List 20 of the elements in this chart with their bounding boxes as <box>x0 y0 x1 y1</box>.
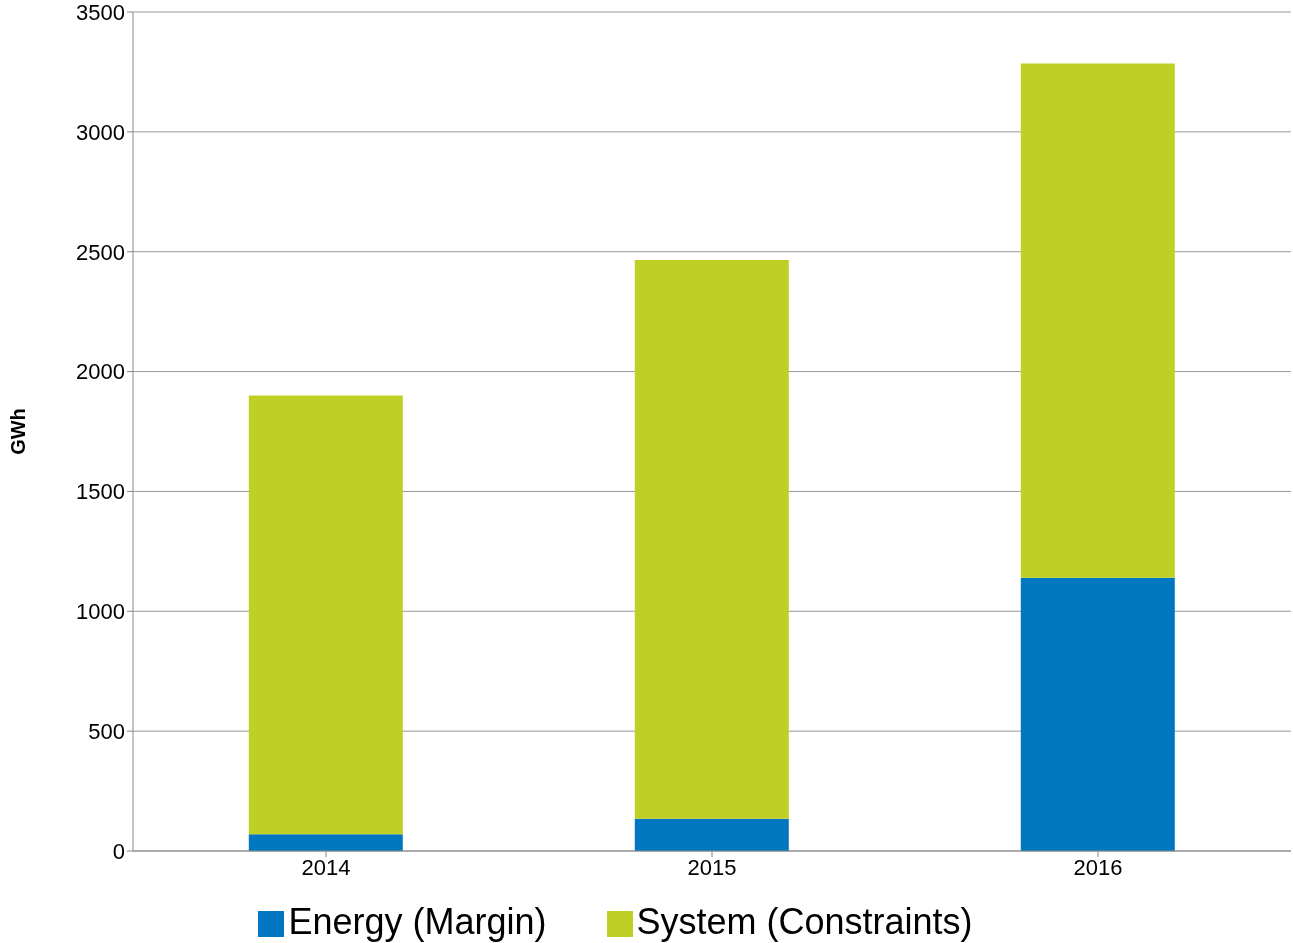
bar <box>248 395 403 835</box>
x-tick-label: 2016 <box>1073 854 1123 880</box>
x-tick-label: 2015 <box>687 854 737 880</box>
bar <box>634 818 789 851</box>
y-tick-label: 2000 <box>76 359 125 385</box>
bar <box>248 834 403 851</box>
bar <box>634 260 789 819</box>
x-tick-label: 2014 <box>301 854 351 880</box>
y-tick-label: 3000 <box>76 119 125 145</box>
y-tick-label: 500 <box>88 718 125 744</box>
y-tick-label: 1500 <box>76 479 125 505</box>
bar <box>1020 63 1175 578</box>
y-tick-label: 1000 <box>76 599 125 625</box>
y-axis-title: GWh <box>7 408 30 455</box>
legend-label: Energy (Margin) <box>288 901 547 942</box>
bar <box>1020 577 1175 851</box>
y-tick-label: 0 <box>112 838 125 864</box>
y-tick-label: 2500 <box>76 239 125 265</box>
legend-label: System (Constraints) <box>636 901 973 942</box>
y-tick-label: 3500 <box>76 0 125 25</box>
